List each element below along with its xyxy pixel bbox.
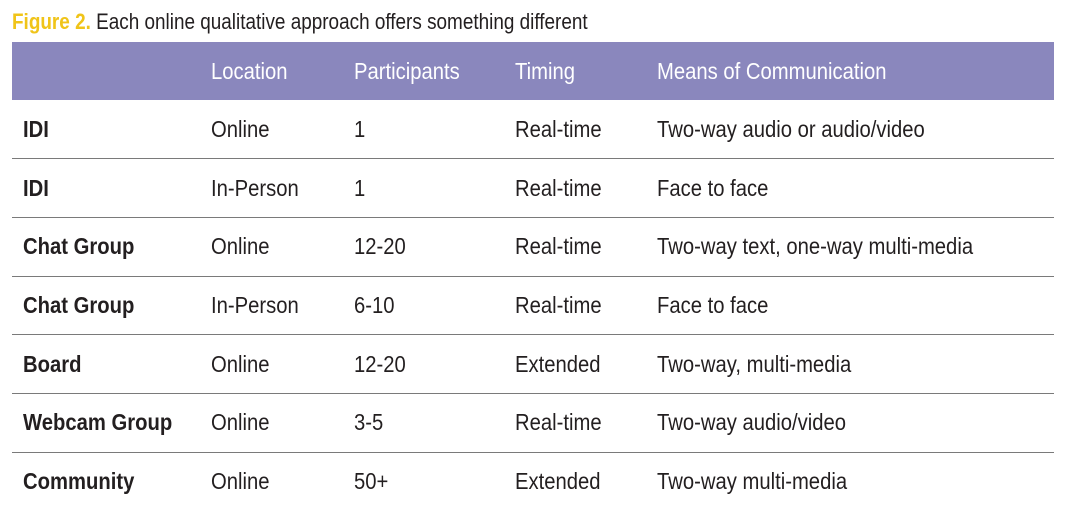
cell-timing: Real-time: [504, 393, 646, 452]
cell-participants: 1: [343, 159, 504, 218]
header-cell-timing: Timing: [504, 42, 646, 100]
header-label: Means of Communication: [657, 57, 887, 84]
cell-text: In-Person: [211, 291, 299, 318]
cell-approach: IDI: [12, 100, 200, 159]
cell-text: Real-time: [515, 174, 602, 201]
cell-text: 6-10: [354, 291, 395, 318]
header-cell-participants: Participants: [343, 42, 504, 100]
cell-text: Real-time: [515, 409, 602, 436]
cell-means: Two-way audio or audio/video: [646, 100, 1054, 159]
cell-approach: Webcam Group: [12, 393, 200, 452]
cell-means: Two-way multi-media: [646, 452, 1054, 511]
cell-location: Online: [200, 393, 343, 452]
cell-text: Chat Group: [23, 291, 135, 318]
table-row: Board Online 12-20 Extended Two-way, multi-m…: [12, 335, 1054, 394]
cell-location: Online: [200, 335, 343, 394]
cell-text: Two-way multi-media: [657, 468, 848, 495]
cell-text: Webcam Group: [23, 409, 173, 436]
cell-timing: Extended: [504, 452, 646, 511]
cell-approach: Chat Group: [12, 217, 200, 276]
cell-timing: Real-time: [504, 217, 646, 276]
cell-means: Two-way, multi-media: [646, 335, 1054, 394]
figure-caption: Figure 2. Each online qualitative approa…: [12, 6, 588, 38]
cell-text: In-Person: [211, 174, 299, 201]
cell-text: Two-way, multi-media: [657, 350, 852, 377]
header-label: Participants: [354, 57, 460, 84]
header-cell-location: Location: [200, 42, 343, 100]
figure-title: Each online qualitative approach offers …: [90, 9, 588, 34]
cell-timing: Real-time: [504, 100, 646, 159]
cell-text: Two-way audio or audio/video: [657, 115, 925, 142]
cell-text: Extended: [515, 468, 601, 495]
cell-location: In-Person: [200, 276, 343, 335]
table-header: Location Participants Timing Means of Co…: [12, 42, 1054, 100]
cell-text: IDI: [23, 174, 49, 201]
cell-text: Real-time: [515, 291, 602, 318]
cell-text: Online: [211, 409, 270, 436]
cell-text: 3-5: [354, 409, 384, 436]
header-label: Timing: [515, 57, 575, 84]
cell-location: Online: [200, 217, 343, 276]
cell-text: Face to face: [657, 291, 769, 318]
cell-means: Face to face: [646, 159, 1054, 218]
cell-text: IDI: [23, 115, 49, 142]
cell-means: Two-way text, one-way multi-media: [646, 217, 1054, 276]
cell-text: Online: [211, 350, 270, 377]
table-row: IDI In-Person 1 Real-time Face to face: [12, 159, 1054, 218]
cell-text: Online: [211, 115, 270, 142]
cell-text: Extended: [515, 350, 601, 377]
cell-approach: Chat Group: [12, 276, 200, 335]
figure-label: Figure 2.: [12, 9, 91, 34]
cell-approach: IDI: [12, 159, 200, 218]
cell-text: Two-way audio/video: [657, 409, 847, 436]
table-row: Webcam Group Online 3-5 Real-time Two-way au…: [12, 393, 1054, 453]
cell-participants: 50+: [343, 452, 504, 511]
cell-participants: 1: [343, 100, 504, 159]
cell-text: 12-20: [354, 350, 406, 377]
header-label: Location: [211, 57, 288, 84]
cell-text: Online: [211, 468, 270, 495]
cell-text: 12-20: [354, 233, 406, 260]
header-cell-means: Means of Communication: [646, 42, 1054, 100]
cell-location: In-Person: [200, 159, 343, 218]
header-row: Location Participants Timing Means of Co…: [12, 42, 1054, 100]
cell-text: 50+: [354, 468, 389, 495]
header-cell-approach: [12, 42, 200, 100]
cell-text: 1: [354, 174, 366, 201]
cell-text: Board: [23, 350, 82, 377]
table-row: Chat Group In-Person 6-10 Real-time Face to …: [12, 276, 1054, 335]
cell-timing: Extended: [504, 335, 646, 394]
cell-means: Face to face: [646, 276, 1054, 335]
cell-text: Two-way text, one-way multi-media: [657, 233, 974, 260]
cell-text: Face to face: [657, 174, 769, 201]
cell-text: Real-time: [515, 233, 602, 260]
table-row: IDI Online 1 Real-time Two-way audio or audi…: [12, 100, 1054, 159]
cell-text: Online: [211, 233, 270, 260]
cell-timing: Real-time: [504, 276, 646, 335]
table-row: Community Online 50+ Extended Two-way multi-…: [12, 452, 1054, 511]
cell-location: Online: [200, 100, 343, 159]
comparison-table: Location Participants Timing Means of Co…: [12, 42, 1054, 511]
cell-text: Real-time: [515, 115, 602, 142]
cell-participants: 3-5: [343, 393, 504, 452]
cell-text: Community: [23, 468, 135, 495]
cell-approach: Community: [12, 452, 200, 511]
cell-approach: Board: [12, 335, 200, 394]
cell-participants: 6-10: [343, 276, 504, 335]
cell-timing: Real-time: [504, 159, 646, 218]
cell-text: Chat Group: [23, 233, 135, 260]
cell-text: 1: [354, 115, 366, 142]
cell-participants: 12-20: [343, 335, 504, 394]
cell-location: Online: [200, 452, 343, 511]
table-row: Chat Group Online 12-20 Real-time Two-way te…: [12, 217, 1054, 277]
cell-means: Two-way audio/video: [646, 393, 1054, 452]
cell-participants: 12-20: [343, 217, 504, 276]
table-body: IDI Online 1 Real-time Two-way audio or audi…: [12, 100, 1054, 511]
